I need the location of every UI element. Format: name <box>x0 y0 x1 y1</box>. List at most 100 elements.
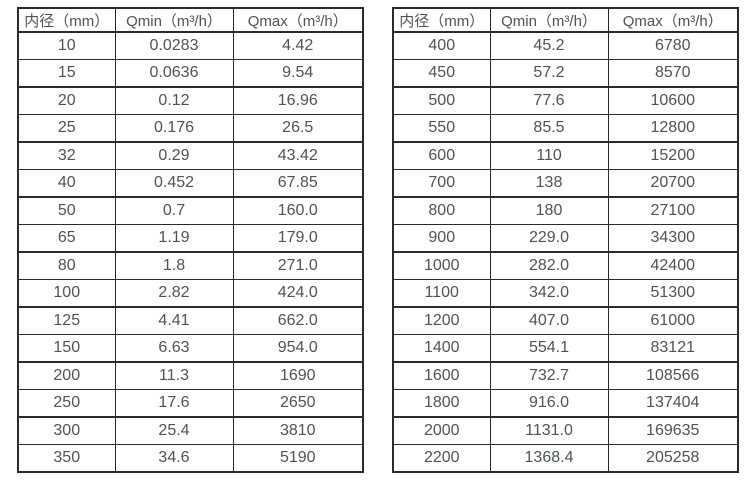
header-row: 内径（mm） Qmin（m³/h） Qmax（m³/h） <box>17 7 364 33</box>
table-row: 150 6.63 954.0 <box>17 334 364 363</box>
table-row: 550 85.5 12800 <box>392 114 739 143</box>
cell-qmin: 1131.0 <box>489 416 609 445</box>
cell-qmax: 15200 <box>607 141 739 170</box>
cell-diameter: 600 <box>392 141 491 170</box>
cell-qmin: 1.19 <box>114 224 234 253</box>
header-row: 内径（mm） Qmin（m³/h） Qmax（m³/h） <box>392 7 739 33</box>
table-row: 400 45.2 6780 <box>392 31 739 60</box>
cell-qmin: 34.6 <box>114 444 234 473</box>
table-row: 40 0.452 67.85 <box>17 169 364 198</box>
cell-diameter: 80 <box>17 251 116 280</box>
cell-qmax: 4.42 <box>232 31 364 60</box>
cell-diameter: 1800 <box>392 389 491 418</box>
cell-qmax: 8570 <box>607 59 739 88</box>
cell-diameter: 400 <box>392 31 491 60</box>
cell-qmax: 179.0 <box>232 224 364 253</box>
header-qmax: Qmax（m³/h） <box>232 7 364 33</box>
header-diameter: 内径（mm） <box>17 7 116 33</box>
cell-qmax: 51300 <box>607 279 739 308</box>
cell-diameter: 1100 <box>392 279 491 308</box>
header-qmin: Qmin（m³/h） <box>489 7 609 33</box>
cell-qmin: 0.176 <box>114 114 234 143</box>
cell-qmax: 205258 <box>607 444 739 473</box>
cell-qmin: 77.6 <box>489 86 609 115</box>
cell-diameter: 150 <box>17 334 116 363</box>
table-row: 1600 732.7 108566 <box>392 361 739 390</box>
cell-diameter: 32 <box>17 141 116 170</box>
cell-qmax: 1690 <box>232 361 364 390</box>
cell-qmax: 12800 <box>607 114 739 143</box>
table-row: 350 34.6 5190 <box>17 444 364 473</box>
header-qmax: Qmax（m³/h） <box>607 7 739 33</box>
cell-qmax: 67.85 <box>232 169 364 198</box>
cell-qmax: 9.54 <box>232 59 364 88</box>
cell-qmin: 110 <box>489 141 609 170</box>
cell-diameter: 10 <box>17 31 116 60</box>
table-row: 10 0.0283 4.42 <box>17 31 364 60</box>
cell-diameter: 65 <box>17 224 116 253</box>
cell-qmin: 0.452 <box>114 169 234 198</box>
cell-qmin: 342.0 <box>489 279 609 308</box>
tables-container: 内径（mm） Qmin（m³/h） Qmax（m³/h） 10 0.0283 4.4… <box>17 7 739 473</box>
cell-qmin: 229.0 <box>489 224 609 253</box>
table-row: 125 4.41 662.0 <box>17 306 364 335</box>
cell-qmax: 2650 <box>232 389 364 418</box>
cell-diameter: 1600 <box>392 361 491 390</box>
cell-qmax: 954.0 <box>232 334 364 363</box>
cell-diameter: 2000 <box>392 416 491 445</box>
cell-diameter: 100 <box>17 279 116 308</box>
cell-diameter: 1400 <box>392 334 491 363</box>
cell-diameter: 40 <box>17 169 116 198</box>
cell-qmin: 554.1 <box>489 334 609 363</box>
cell-qmax: 34300 <box>607 224 739 253</box>
cell-qmin: 4.41 <box>114 306 234 335</box>
table-row: 15 0.0636 9.54 <box>17 59 364 88</box>
cell-qmin: 1.8 <box>114 251 234 280</box>
cell-qmax: 3810 <box>232 416 364 445</box>
cell-qmax: 424.0 <box>232 279 364 308</box>
table-row: 500 77.6 10600 <box>392 86 739 115</box>
cell-qmin: 732.7 <box>489 361 609 390</box>
cell-qmin: 17.6 <box>114 389 234 418</box>
cell-qmin: 282.0 <box>489 251 609 280</box>
cell-qmax: 26.5 <box>232 114 364 143</box>
cell-qmax: 137404 <box>607 389 739 418</box>
cell-diameter: 200 <box>17 361 116 390</box>
flow-table-small-diameters: 内径（mm） Qmin（m³/h） Qmax（m³/h） 10 0.0283 4.4… <box>17 7 364 473</box>
cell-qmin: 407.0 <box>489 306 609 335</box>
table-row: 100 2.82 424.0 <box>17 279 364 308</box>
flow-table-large-diameters: 内径（mm） Qmin（m³/h） Qmax（m³/h） 400 45.2 6780… <box>392 7 739 473</box>
cell-qmin: 0.7 <box>114 196 234 225</box>
cell-qmax: 16.96 <box>232 86 364 115</box>
table-row: 65 1.19 179.0 <box>17 224 364 253</box>
table-row: 600 110 15200 <box>392 141 739 170</box>
table-row: 900 229.0 34300 <box>392 224 739 253</box>
cell-qmin: 916.0 <box>489 389 609 418</box>
cell-diameter: 250 <box>17 389 116 418</box>
cell-qmin: 57.2 <box>489 59 609 88</box>
cell-diameter: 1000 <box>392 251 491 280</box>
cell-qmax: 160.0 <box>232 196 364 225</box>
cell-qmin: 1368.4 <box>489 444 609 473</box>
table-row: 1100 342.0 51300 <box>392 279 739 308</box>
cell-diameter: 1200 <box>392 306 491 335</box>
table-row: 20 0.12 16.96 <box>17 86 364 115</box>
cell-qmin: 2.82 <box>114 279 234 308</box>
table-row: 80 1.8 271.0 <box>17 251 364 280</box>
cell-qmax: 662.0 <box>232 306 364 335</box>
table-row: 50 0.7 160.0 <box>17 196 364 225</box>
table-row: 1200 407.0 61000 <box>392 306 739 335</box>
table-body: 400 45.2 6780 450 57.2 8570 500 77.6 10600 550 85.… <box>392 31 739 473</box>
cell-diameter: 15 <box>17 59 116 88</box>
cell-qmin: 0.0636 <box>114 59 234 88</box>
table-row: 700 138 20700 <box>392 169 739 198</box>
cell-diameter: 900 <box>392 224 491 253</box>
cell-qmax: 169635 <box>607 416 739 445</box>
table-row: 200 11.3 1690 <box>17 361 364 390</box>
table-header: 内径（mm） Qmin（m³/h） Qmax（m³/h） <box>17 7 364 33</box>
cell-qmin: 180 <box>489 196 609 225</box>
table-row: 32 0.29 43.42 <box>17 141 364 170</box>
table-row: 250 17.6 2650 <box>17 389 364 418</box>
cell-diameter: 2200 <box>392 444 491 473</box>
